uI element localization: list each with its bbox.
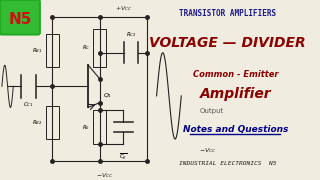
Text: Common - Emitter: Common - Emitter	[193, 70, 278, 79]
Text: $R_{B1}$: $R_{B1}$	[32, 46, 43, 55]
Text: TRANSISTOR AMPLIFIERS: TRANSISTOR AMPLIFIERS	[179, 9, 276, 18]
Text: N5: N5	[8, 12, 32, 27]
Text: Output: Output	[199, 108, 224, 114]
Text: Amplifier: Amplifier	[200, 87, 271, 101]
Text: $C_{C1}$: $C_{C1}$	[23, 100, 34, 109]
Text: $R_{C2}$: $R_{C2}$	[126, 30, 136, 39]
Text: $R_E$: $R_E$	[82, 123, 90, 132]
Text: $-V_{CC}$: $-V_{CC}$	[199, 146, 217, 155]
FancyBboxPatch shape	[93, 29, 106, 67]
Text: $Q_1$: $Q_1$	[103, 91, 113, 100]
Text: $R_C$: $R_C$	[82, 44, 90, 52]
FancyBboxPatch shape	[45, 105, 59, 139]
Text: $R_{B2}$: $R_{B2}$	[32, 118, 43, 127]
Text: INDUSTRIAL ELECTRONICS  N5: INDUSTRIAL ELECTRONICS N5	[179, 161, 276, 166]
FancyBboxPatch shape	[93, 110, 106, 144]
Text: $+V_{CC}$: $+V_{CC}$	[115, 4, 132, 14]
Text: VOLTAGE — DIVIDER: VOLTAGE — DIVIDER	[149, 36, 306, 50]
Text: $-V_{CC}$: $-V_{CC}$	[96, 171, 113, 180]
FancyBboxPatch shape	[45, 33, 59, 67]
Text: Notes and Questions: Notes and Questions	[183, 125, 288, 134]
Text: $\overline{C_E}$: $\overline{C_E}$	[119, 152, 128, 162]
FancyBboxPatch shape	[0, 0, 40, 35]
